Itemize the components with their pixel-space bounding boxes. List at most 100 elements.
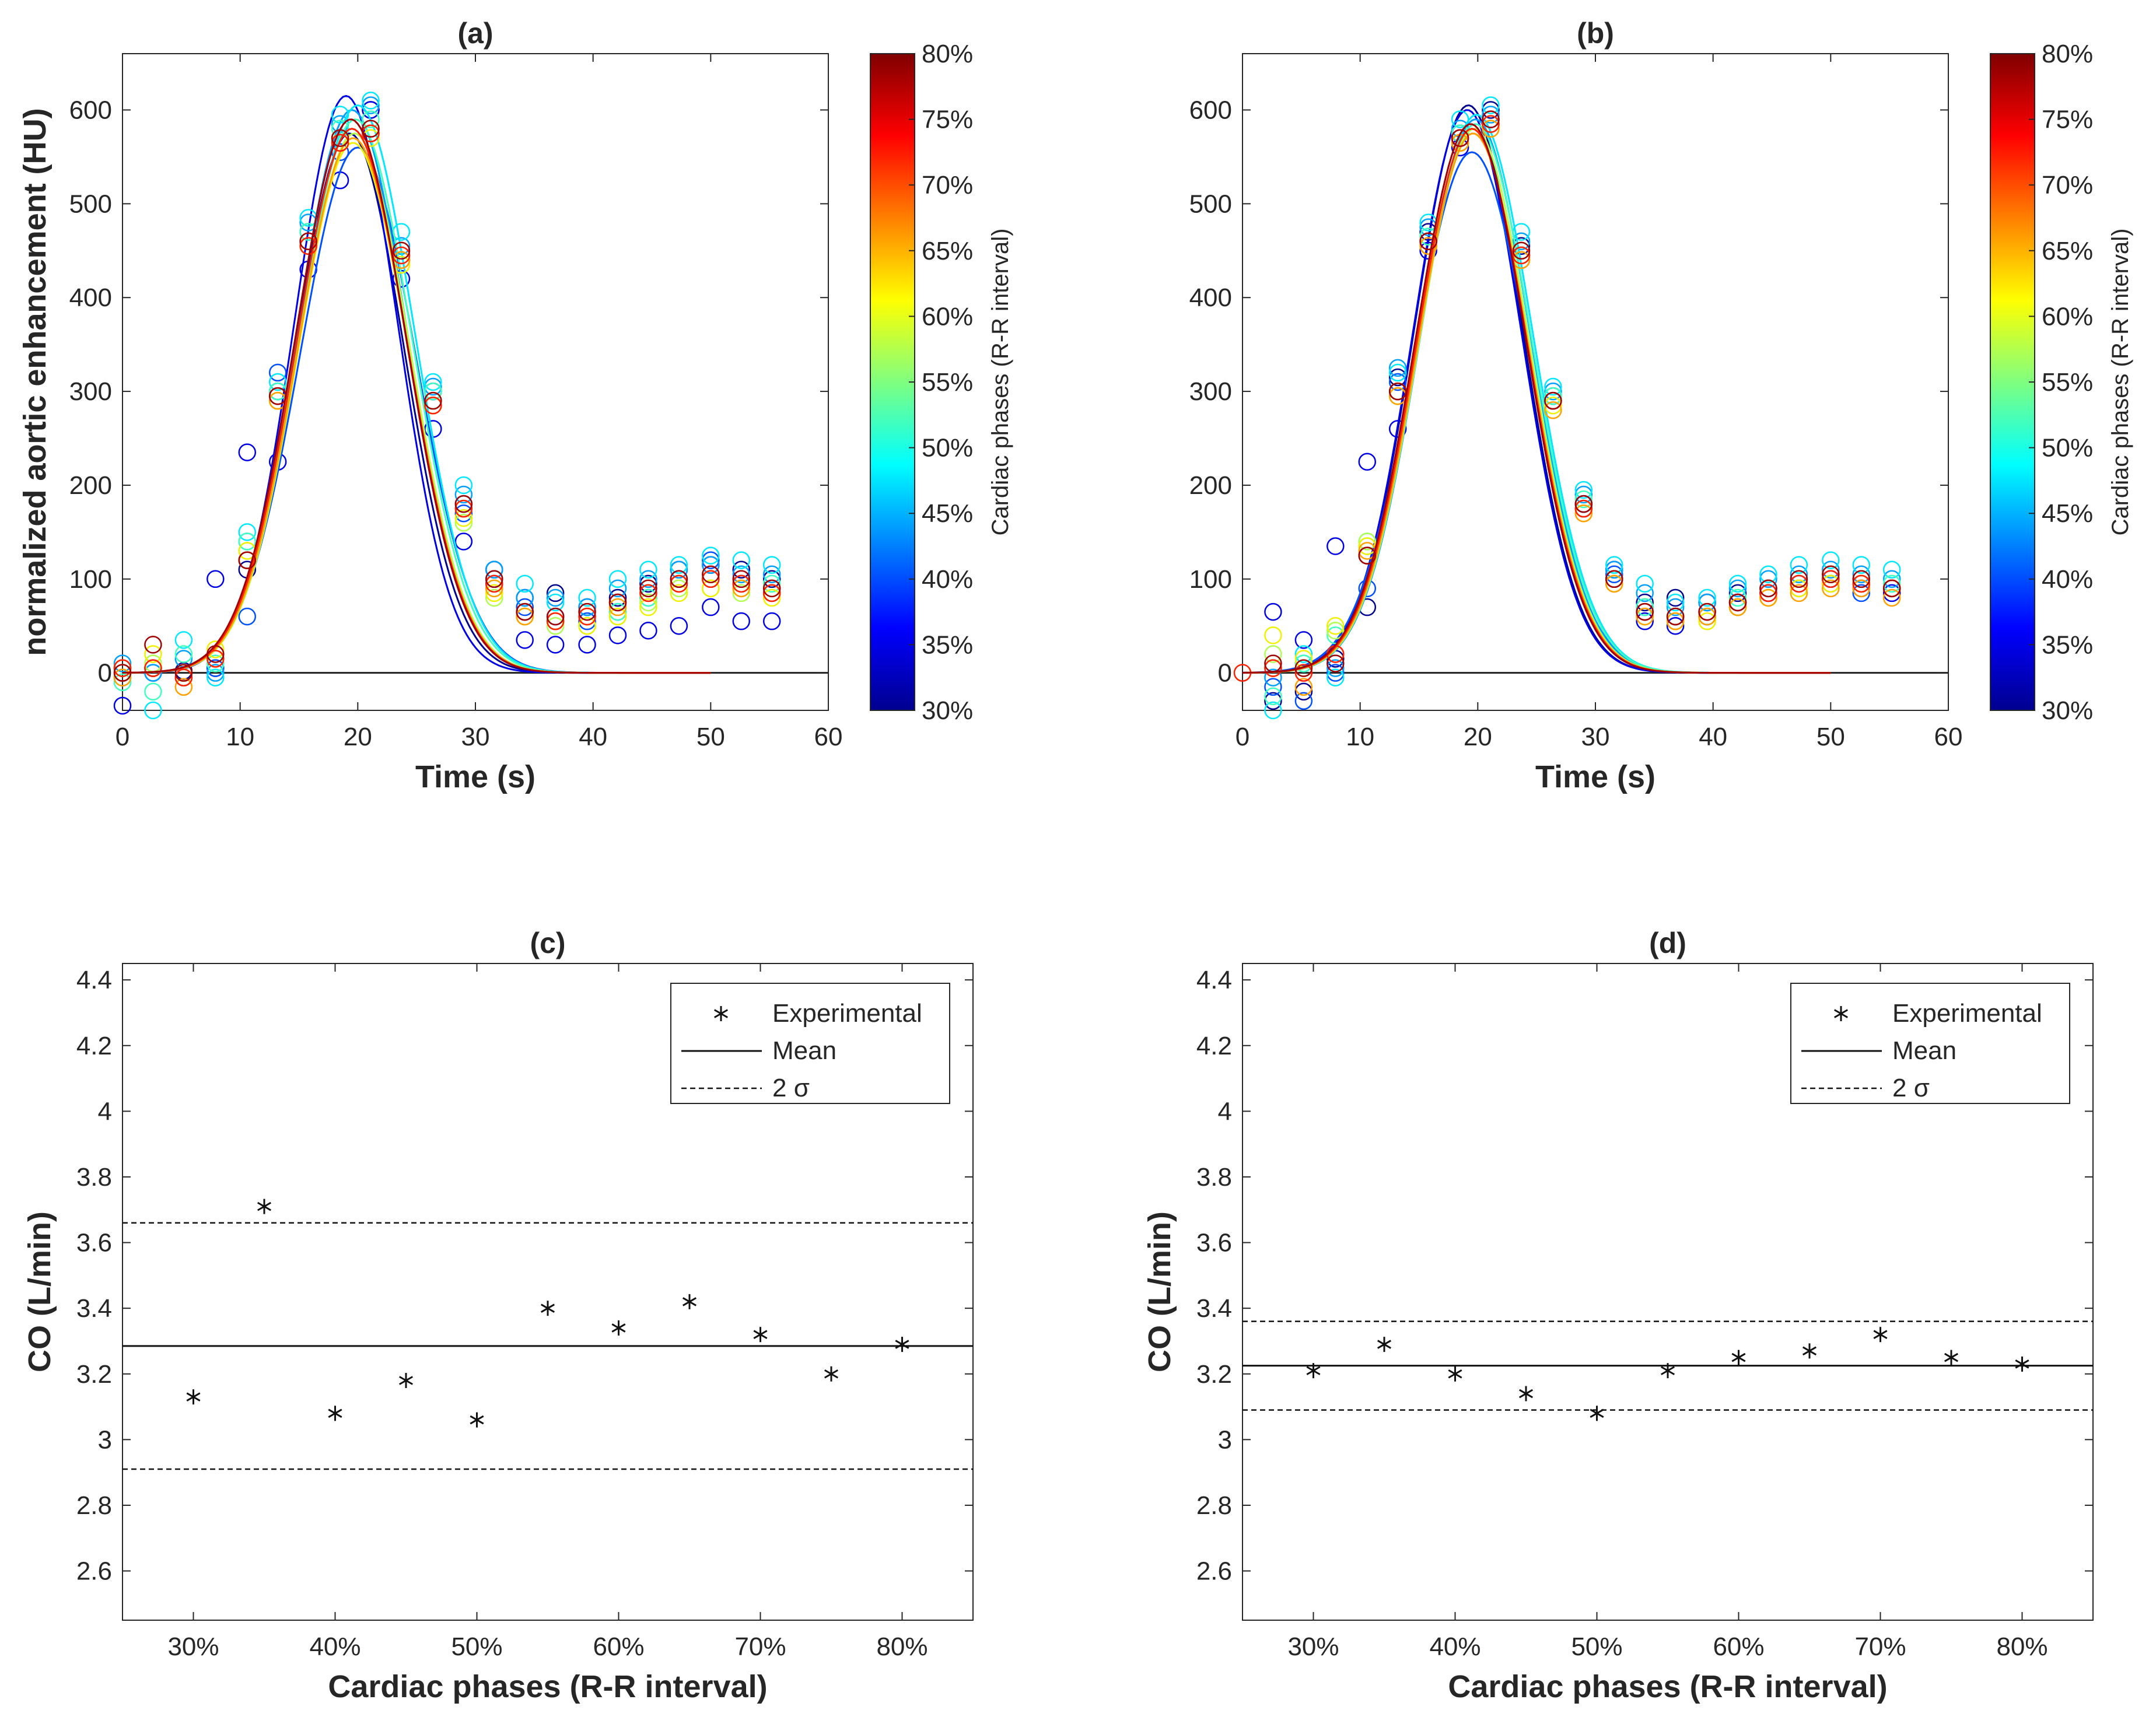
data-point — [1294, 659, 1313, 677]
x-tick-label: 30% — [1287, 1632, 1339, 1661]
data-point — [1759, 565, 1777, 584]
data-point — [206, 650, 225, 668]
data-point — [762, 579, 781, 598]
y-tick-label: 2.8 — [76, 1491, 112, 1520]
data-point — [1264, 701, 1282, 720]
data-point — [485, 560, 503, 579]
data-point — [1544, 396, 1562, 415]
data-point — [174, 668, 193, 686]
data-point — [392, 241, 411, 260]
data-point — [546, 584, 565, 602]
data-point — [1759, 588, 1777, 607]
data-point — [1294, 692, 1313, 710]
marker-stroke — [2015, 1359, 2029, 1369]
data-point — [639, 570, 657, 588]
data-point — [670, 556, 688, 574]
y-tick-label: 2.8 — [1196, 1491, 1232, 1520]
data-point — [485, 584, 503, 602]
y-axis-label: normalized aortic enhancement (HU) — [18, 108, 52, 656]
marker-stroke — [1306, 1366, 1321, 1375]
y-tick-label: 300 — [1189, 377, 1232, 406]
x-tick-label: 30% — [167, 1632, 219, 1661]
colorbar-tick-label: 75% — [2042, 106, 2093, 134]
data-point — [608, 579, 627, 598]
data-point — [608, 593, 627, 612]
data-point — [331, 134, 349, 152]
data-point — [206, 645, 225, 663]
data-point — [485, 570, 503, 588]
data-point — [1666, 588, 1685, 607]
data-point — [1544, 391, 1562, 410]
data-point — [608, 602, 627, 621]
data-point — [1852, 584, 1871, 602]
data-point — [1790, 579, 1808, 598]
data-point — [702, 546, 720, 565]
data-point — [1728, 598, 1747, 616]
data-point — [578, 602, 596, 621]
marker-stroke — [1448, 1369, 1462, 1379]
data-point — [546, 593, 565, 612]
data-point — [1790, 570, 1808, 588]
data-point — [1822, 579, 1840, 598]
data-point — [1666, 616, 1685, 635]
data-point — [1852, 556, 1871, 574]
data-point — [206, 668, 225, 686]
legend-entry: 2 σ — [772, 1074, 810, 1102]
experimental-marker — [1802, 1343, 1817, 1359]
data-point — [1666, 598, 1685, 616]
y-tick-label: 4 — [1218, 1097, 1232, 1126]
y-tick-label: 4.2 — [76, 1032, 112, 1060]
y-tick-label: 200 — [69, 471, 112, 500]
data-point — [732, 584, 751, 602]
data-point — [1790, 584, 1808, 602]
data-point — [702, 579, 720, 598]
data-point — [1264, 692, 1282, 710]
data-point — [1636, 574, 1654, 593]
data-point — [1512, 246, 1531, 265]
data-point — [516, 588, 534, 607]
colorbar-tick-label: 50% — [922, 434, 973, 462]
marker-stroke — [1377, 1340, 1392, 1349]
y-tick-label: 3 — [1218, 1425, 1232, 1454]
data-point — [1264, 668, 1282, 686]
x-tick-label: 20 — [1464, 723, 1492, 751]
y-tick-label: 3.2 — [1196, 1360, 1232, 1389]
y-tick-label: 3 — [98, 1425, 112, 1454]
marker-stroke — [1590, 1408, 1604, 1418]
x-tick-label: 60 — [814, 723, 843, 751]
data-point — [113, 664, 132, 682]
y-tick-label: 2.6 — [1196, 1557, 1232, 1586]
data-point — [1264, 602, 1282, 621]
data-point — [639, 593, 657, 612]
experimental-marker — [1873, 1327, 1888, 1343]
data-point — [1728, 579, 1747, 598]
data-point — [1294, 645, 1313, 663]
legend-entry: Mean — [1892, 1036, 1957, 1065]
marker-stroke — [611, 1323, 626, 1333]
x-axis-label: Time (s) — [1535, 759, 1656, 794]
data-point — [113, 654, 132, 672]
x-tick-label: 30 — [1581, 723, 1610, 751]
data-point — [1822, 570, 1840, 588]
data-point — [1326, 616, 1345, 635]
data-point — [1482, 101, 1500, 119]
data-point — [516, 602, 534, 621]
data-point — [1358, 453, 1377, 471]
marker-stroke — [895, 1340, 909, 1349]
experimental-marker — [682, 1294, 697, 1309]
data-point — [732, 560, 751, 579]
y-tick-label: 4.2 — [1196, 1032, 1232, 1060]
data-point — [1822, 574, 1840, 593]
x-tick-label: 50 — [1817, 723, 1845, 751]
x-tick-label: 80% — [876, 1632, 928, 1661]
data-point — [1636, 598, 1654, 616]
experimental-marker — [1448, 1366, 1462, 1382]
data-point — [238, 532, 257, 551]
experimental-marker — [328, 1406, 342, 1421]
data-point — [1482, 96, 1500, 114]
data-point — [1294, 682, 1313, 701]
experimental-marker — [398, 1373, 414, 1389]
data-point — [1822, 560, 1840, 579]
y-tick-label: 400 — [69, 283, 112, 312]
data-point — [670, 616, 688, 635]
